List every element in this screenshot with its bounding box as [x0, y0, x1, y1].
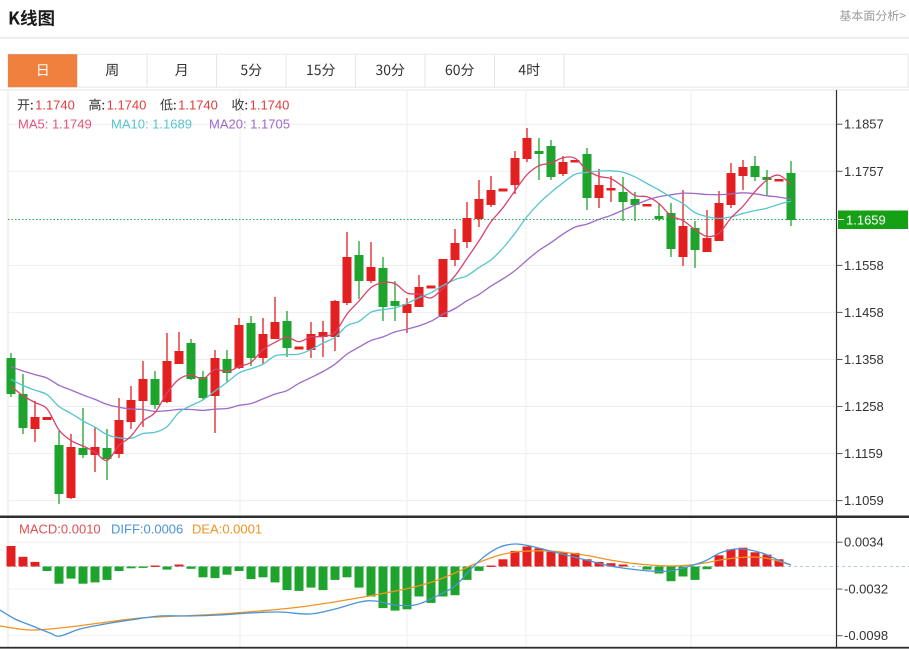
svg-text:1.1558: 1.1558: [844, 258, 884, 273]
svg-text:1.1059: 1.1059: [844, 493, 884, 508]
svg-text:-0.0032: -0.0032: [844, 582, 888, 597]
svg-text:0.0034: 0.0034: [844, 535, 884, 550]
svg-text:DIFF:0.0006: DIFF:0.0006: [111, 522, 183, 537]
svg-text:MA5: 1.1749: MA5: 1.1749: [18, 117, 92, 132]
svg-text:-0.0098: -0.0098: [844, 628, 888, 643]
svg-text:1.1740: 1.1740: [250, 98, 290, 113]
svg-text:MA20: 1.1705: MA20: 1.1705: [209, 117, 290, 132]
svg-text:1.1258: 1.1258: [844, 399, 884, 414]
svg-text:1.1757: 1.1757: [844, 164, 884, 179]
svg-text:MA10: 1.1689: MA10: 1.1689: [111, 117, 192, 132]
svg-text:1.1458: 1.1458: [844, 305, 884, 320]
svg-text:1.1159: 1.1159: [844, 446, 883, 461]
svg-text:1.1740: 1.1740: [178, 98, 218, 113]
svg-text:1.1740: 1.1740: [35, 98, 75, 113]
svg-text:1.1740: 1.1740: [107, 98, 147, 113]
svg-text:1.1857: 1.1857: [844, 117, 884, 132]
svg-text:MACD:0.0010: MACD:0.0010: [19, 522, 101, 537]
svg-text:DEA:0.0001: DEA:0.0001: [192, 522, 262, 537]
svg-text:1.1358: 1.1358: [844, 352, 884, 367]
svg-text:1.1659: 1.1659: [846, 213, 886, 228]
